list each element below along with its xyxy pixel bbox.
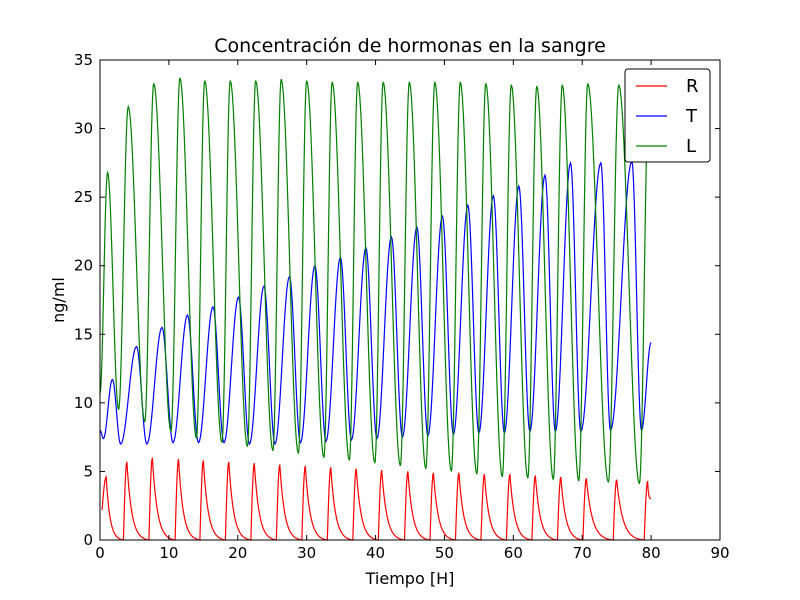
x-tick-label: 10: [159, 544, 178, 562]
legend-label-t: T: [685, 106, 698, 127]
x-tick-label: 30: [297, 544, 316, 562]
x-tick-label: 40: [366, 544, 385, 562]
chart-title: Concentración de hormonas en la sangre: [214, 35, 606, 57]
y-axis-label: ng/ml: [49, 277, 68, 323]
y-tick-label: 35: [74, 51, 93, 69]
y-tick-label: 10: [74, 394, 93, 412]
y-tick-label: 20: [74, 257, 93, 275]
axis-ticks: 0 10 20 30 40 50 60 70 80 90 0 5 10 15 20 25 30 35: [74, 51, 730, 562]
series-line-l: [99, 77, 652, 484]
y-tick-label: 5: [83, 462, 93, 480]
y-tick-label: 30: [74, 120, 93, 138]
x-tick-label: 60: [504, 544, 523, 562]
y-tick-label: 15: [74, 325, 93, 343]
legend: RTL: [624, 68, 711, 163]
x-axis-label: Tiempo [H]: [365, 569, 455, 588]
x-tick-label: 90: [710, 544, 729, 562]
x-tick-label: 50: [435, 544, 454, 562]
plot-frame: [99, 59, 721, 541]
y-tick-label: 25: [74, 188, 93, 206]
x-tick-label: 80: [642, 544, 661, 562]
legend-label-r: R: [686, 76, 699, 97]
x-tick-label: 70: [573, 544, 592, 562]
x-tick-label: 0: [95, 544, 105, 562]
legend-box: [624, 68, 711, 163]
y-tick-label: 0: [83, 531, 93, 549]
legend-label-l: L: [686, 136, 696, 157]
x-tick-label: 20: [228, 544, 247, 562]
